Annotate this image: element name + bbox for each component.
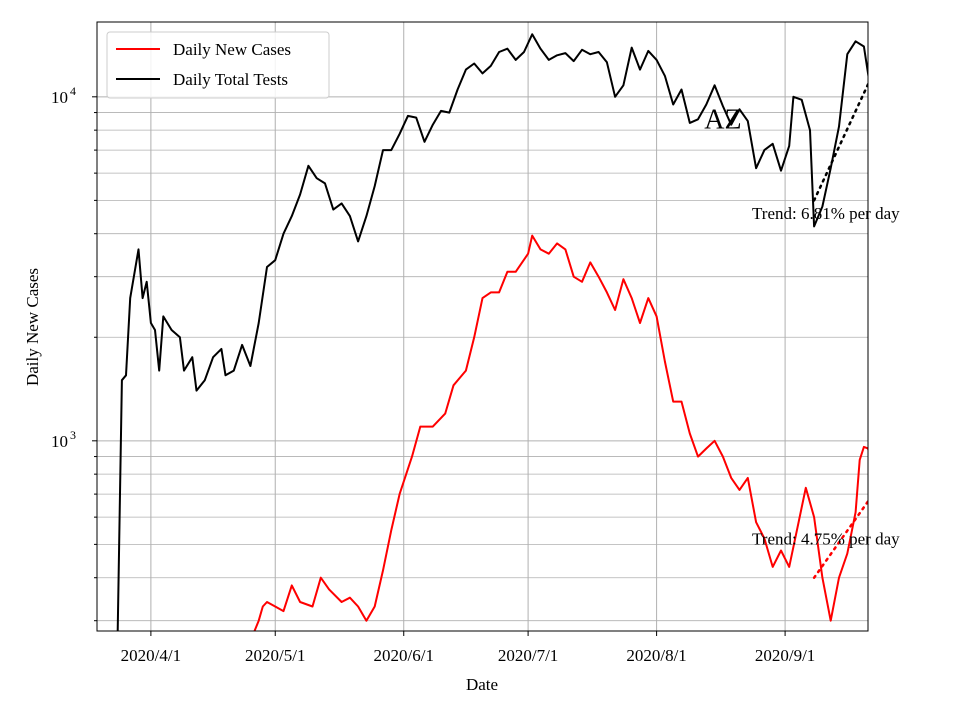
axes-background	[97, 22, 868, 631]
y-tick-label: 10	[51, 88, 68, 107]
x-tick-label: 2020/5/1	[245, 646, 305, 665]
trendline	[812, 81, 868, 202]
x-tick-label: 2020/9/1	[755, 646, 815, 665]
y-tick-label-exponent: 4	[70, 84, 76, 98]
series-layer	[116, 33, 868, 631]
y-tick-label: 10	[51, 432, 68, 451]
x-axis-label: Date	[466, 675, 498, 694]
x-axis-ticks: 2020/4/1 2020/5/1 2020/6/1 2020/7/1 2020/8/1…	[121, 631, 815, 665]
axes-frame	[96, 21, 869, 632]
legend-label-daily-new-cases: Daily New Cases	[173, 40, 291, 59]
series-line-daily-new-cases	[253, 234, 868, 631]
y-tick-label-exponent: 3	[70, 428, 76, 442]
plot-area	[96, 21, 869, 632]
trend-label: Trend: 6.81% per day	[752, 204, 900, 223]
legend-label-daily-total-tests: Daily Total Tests	[173, 70, 288, 89]
grid	[97, 22, 868, 631]
annotation-text: AZ	[704, 104, 741, 135]
trend-layer	[812, 81, 868, 579]
y-axis-label: Daily New Cases	[23, 268, 42, 386]
trendline	[812, 499, 868, 579]
legend-box	[106, 31, 330, 99]
x-tick-label: 2020/8/1	[626, 646, 686, 665]
series-line-daily-total-tests	[116, 33, 868, 631]
x-tick-label: 2020/4/1	[121, 646, 181, 665]
x-tick-label: 2020/7/1	[498, 646, 558, 665]
trend-label: Trend: 4.75% per day	[752, 530, 900, 549]
x-tick-label: 2020/6/1	[374, 646, 434, 665]
annotations: Trend: 6.81% per day Trend: 4.75% per day…	[704, 104, 900, 548]
legend: Daily New Cases Daily Total Tests	[106, 31, 330, 99]
